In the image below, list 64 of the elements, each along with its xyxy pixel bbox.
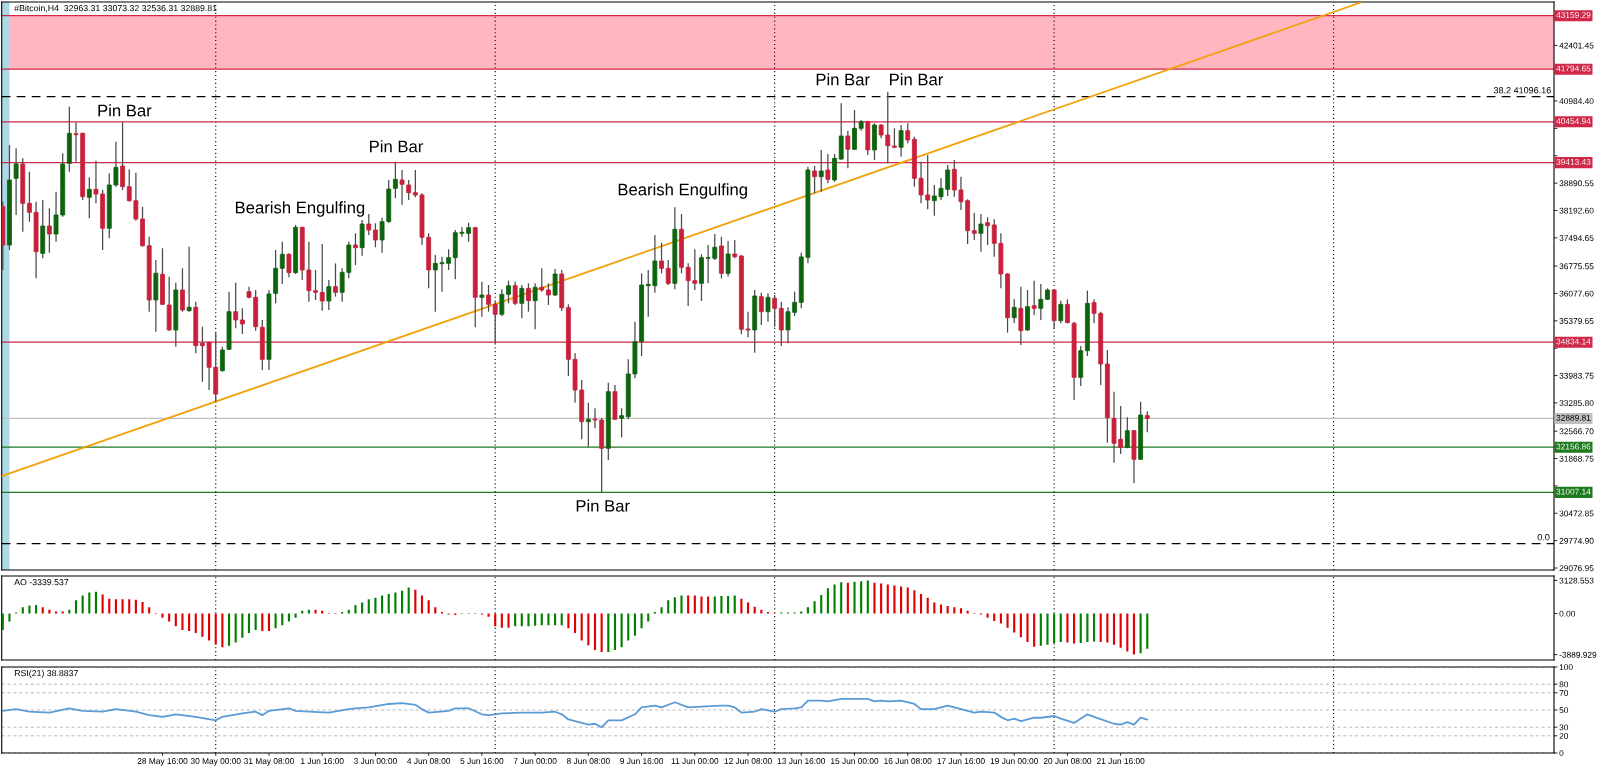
x-tick-label: 31 May 08:00 [244, 758, 294, 766]
y-tick-label: 32566.70 [1559, 428, 1594, 435]
y-tick-label: 38192.60 [1559, 207, 1594, 214]
y-tick-label: 0 [1559, 750, 1564, 757]
ref-line-label: 39413.43 [1556, 158, 1591, 165]
x-tick-label: 30 May 00:00 [190, 758, 241, 766]
annotation: Pin Bar [98, 104, 152, 117]
y-tick-label: -3889.929 [1559, 651, 1597, 658]
y-tick-label: 36775.55 [1559, 263, 1594, 270]
annotation: Pin Bar [890, 73, 944, 86]
y-tick-label: 37494.65 [1559, 235, 1594, 241]
y-tick-label: 0.00 [1559, 610, 1576, 617]
annotation: Pin Bar [816, 73, 870, 86]
ref-line-label: 32889.81 [1556, 414, 1591, 421]
x-tick-label: 19 Jun 00:00 [990, 758, 1038, 764]
x-tick-label: 17 Jun 16:00 [937, 758, 985, 764]
y-tick-label: 29774.90 [1559, 537, 1594, 544]
y-tick-label: 29076.95 [1559, 565, 1594, 572]
y-tick-label: 30 [1559, 724, 1569, 731]
chart-title: AO -3339.537 [14, 579, 69, 586]
ref-line-label: 41794.65 [1556, 65, 1591, 72]
y-tick-label: 31868.75 [1559, 455, 1594, 462]
y-tick-label: 33285.80 [1559, 400, 1594, 407]
x-tick-label: 7 Jun 00:00 [513, 758, 557, 764]
y-tick-label: 20 [1559, 733, 1569, 739]
x-tick-label: 4 Jun 08:00 [407, 758, 451, 764]
x-tick-label: 3 Jun 00:00 [353, 758, 397, 764]
x-tick-label: 8 Jun 08:00 [566, 758, 610, 764]
chart-title: #Bitcoin,H4 32963.31 33073.32 32536.31 32889.81 [14, 4, 217, 13]
y-tick-label: 33983.75 [1559, 372, 1594, 379]
x-tick-label: 28 May 16:00 [137, 758, 188, 766]
y-tick-label: 42401.45 [1559, 42, 1594, 49]
y-tick-label: 100 [1559, 664, 1573, 671]
annotation: Pin Bar [576, 499, 630, 512]
x-tick-label: 20 Jun 08:00 [1043, 758, 1092, 764]
x-tick-label: 11 Jun 00:00 [671, 758, 719, 764]
annotation: 0.0 [1537, 534, 1550, 541]
ref-line-label: 32156.86 [1556, 443, 1591, 450]
annotation: Bearish Engulfing [235, 201, 365, 217]
ref-line-label: 43159.29 [1556, 12, 1591, 18]
y-tick-label: 50 [1559, 707, 1569, 714]
ref-line-label: 40454.94 [1556, 118, 1591, 124]
y-tick-label: 35379.65 [1559, 318, 1594, 324]
y-tick-label: 38890.55 [1559, 180, 1594, 187]
x-tick-label: 9 Jun 16:00 [620, 758, 664, 764]
y-tick-label: 80 [1559, 681, 1569, 688]
annotation: Bearish Engulfing [618, 183, 747, 199]
x-tick-label: 13 Jun 16:00 [777, 758, 826, 764]
x-tick-label: 16 Jun 08:00 [884, 758, 932, 764]
chart-title: RSI(21) 38.8837 [14, 669, 78, 678]
x-tick-label: 1 Jun 16:00 [301, 758, 344, 764]
y-tick-label: 3128.553 [1559, 577, 1594, 584]
ref-line-label: 31007.14 [1556, 488, 1591, 495]
x-tick-label: 12 Jun 08:00 [724, 758, 772, 764]
annotation: Pin Bar [370, 140, 424, 153]
x-tick-label: 21 Jun 16:00 [1096, 758, 1145, 764]
x-tick-label: 5 Jun 16:00 [460, 758, 504, 764]
y-tick-label: 70 [1559, 690, 1569, 696]
y-tick-label: 40984.40 [1559, 98, 1594, 105]
x-tick-label: 15 Jun 00:00 [831, 758, 879, 764]
ref-line-label: 38.2 41096.16 [1493, 87, 1551, 94]
y-tick-label: 30472.85 [1559, 510, 1594, 517]
ref-line-label: 34834.14 [1556, 338, 1591, 345]
y-tick-label: 36077.60 [1559, 290, 1594, 297]
